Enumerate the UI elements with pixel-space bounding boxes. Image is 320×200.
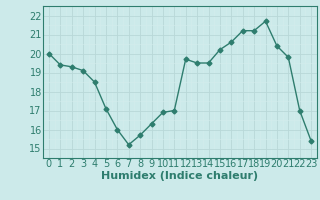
X-axis label: Humidex (Indice chaleur): Humidex (Indice chaleur) [101,171,259,181]
